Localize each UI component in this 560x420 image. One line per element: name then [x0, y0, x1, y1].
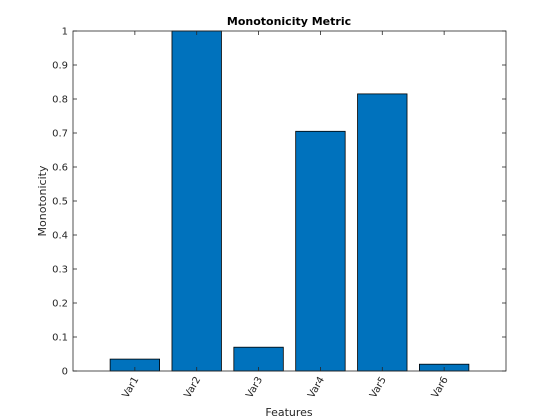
y-axis-label: Monotonicity: [36, 165, 49, 236]
y-tick-labels: 0 0.1 0.2 0.3 0.4 0.5 0.6 0.7 0.8 0.9 1: [52, 27, 68, 378]
y-tick-label: 0.1: [52, 333, 68, 344]
y-tick-label: 1: [62, 27, 68, 38]
x-tick-label: Var3: [244, 375, 265, 400]
plot-background: [73, 31, 506, 371]
y-tick-label: 0.8: [52, 95, 68, 106]
bar-var5: [357, 93, 408, 372]
bar-var2: [171, 30, 222, 372]
x-tick-label: Var6: [430, 375, 451, 400]
bars: [109, 30, 470, 372]
y-tick-label: 0.5: [52, 197, 68, 208]
x-tick-label: Var5: [368, 375, 389, 400]
x-tick-label: Var2: [182, 375, 203, 400]
x-axis-label: Features: [265, 406, 313, 419]
bar-var4: [295, 130, 346, 372]
y-tick-label: 0.3: [52, 265, 68, 276]
x-tick-labels: Var1 Var2 Var3 Var4 Var5 Var6: [121, 375, 451, 400]
plot-frame: [72, 30, 507, 372]
y-tick-label: 0.9: [52, 61, 68, 72]
y-tick-label: 0: [62, 367, 68, 378]
axis-ticks: [73, 30, 506, 372]
x-tick-label: Var1: [121, 375, 142, 400]
y-tick-label: 0.2: [52, 299, 68, 310]
y-tick-label: 0.4: [52, 231, 68, 242]
y-tick-label: 0.6: [52, 163, 68, 174]
x-tick-label: Var4: [306, 375, 327, 400]
y-tick-label: 0.7: [52, 129, 68, 140]
chart-title: Monotonicity Metric: [227, 15, 351, 28]
